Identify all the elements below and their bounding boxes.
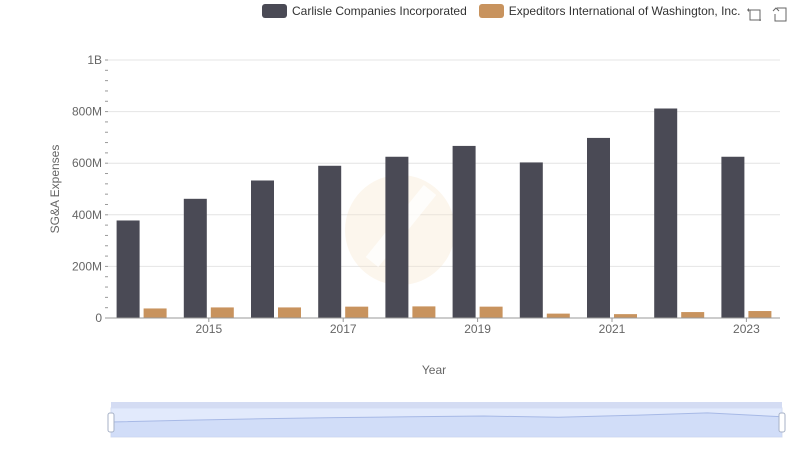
legend-swatch-carlisle	[262, 4, 287, 18]
bar-carlisle-2016[interactable]	[251, 180, 274, 318]
x-tick-label: 2023	[733, 322, 760, 336]
bar-carlisle-2023[interactable]	[721, 156, 745, 318]
x-tick-label: 2019	[464, 322, 491, 336]
legend-item-expeditors[interactable]: Expeditors International of Washington, …	[478, 4, 741, 18]
bar-expeditors-2018[interactable]	[412, 306, 436, 318]
bar-expeditors-2023[interactable]	[748, 311, 772, 318]
bar-carlisle-2015[interactable]	[183, 198, 207, 318]
y-tick-label: 400M	[72, 208, 102, 222]
x-axis-title: Year	[422, 363, 446, 377]
legend-label-expeditors: Expeditors International of Washington, …	[508, 4, 741, 18]
restore-icon[interactable]	[772, 6, 788, 22]
bar-expeditors-2016[interactable]	[278, 307, 301, 318]
legend-swatch-expeditors	[478, 4, 504, 18]
bar-expeditors-2014[interactable]	[143, 308, 167, 318]
zoom-icon[interactable]	[746, 6, 762, 22]
zoom-handle-left[interactable]	[107, 412, 115, 433]
y-tick-label: 0	[95, 311, 102, 325]
legend-label-carlisle: Carlisle Companies Incorporated	[292, 4, 467, 18]
bar-carlisle-2022[interactable]	[654, 108, 678, 318]
y-tick-label: 600M	[72, 156, 102, 170]
legend-item-carlisle[interactable]: Carlisle Companies Incorporated	[262, 4, 467, 18]
bar-carlisle-2019[interactable]	[452, 145, 476, 318]
bar-expeditors-2022[interactable]	[681, 312, 705, 318]
bar-carlisle-2017[interactable]	[318, 165, 342, 318]
zoom-slider-preview-line	[110, 412, 783, 423]
bar-expeditors-2020[interactable]	[546, 313, 570, 318]
x-tick-label: 2017	[330, 322, 357, 336]
x-tick-label: 2015	[195, 322, 222, 336]
bar-expeditors-2017[interactable]	[345, 306, 369, 318]
bar-expeditors-2021[interactable]	[614, 314, 637, 318]
bar-carlisle-2018[interactable]	[385, 156, 409, 318]
zoom-handle-right[interactable]	[778, 412, 786, 433]
y-tick-label: 200M	[72, 259, 102, 273]
legend: Carlisle Companies Incorporated Expedito…	[262, 4, 752, 18]
y-axis-title: SG&A Expenses	[48, 145, 62, 234]
bar-carlisle-2014[interactable]	[116, 220, 140, 318]
bar-carlisle-2021[interactable]	[587, 137, 610, 318]
bar-carlisle-2020[interactable]	[519, 162, 543, 318]
zoom-slider-bar[interactable]	[111, 402, 782, 408]
toolbox	[746, 6, 788, 22]
y-tick-label: 1B	[87, 53, 102, 67]
y-tick-label: 800M	[72, 105, 102, 119]
watermark-logo	[345, 175, 455, 285]
bar-expeditors-2015[interactable]	[210, 307, 234, 318]
bar-expeditors-2019[interactable]	[479, 306, 503, 318]
x-tick-label: 2021	[599, 322, 626, 336]
